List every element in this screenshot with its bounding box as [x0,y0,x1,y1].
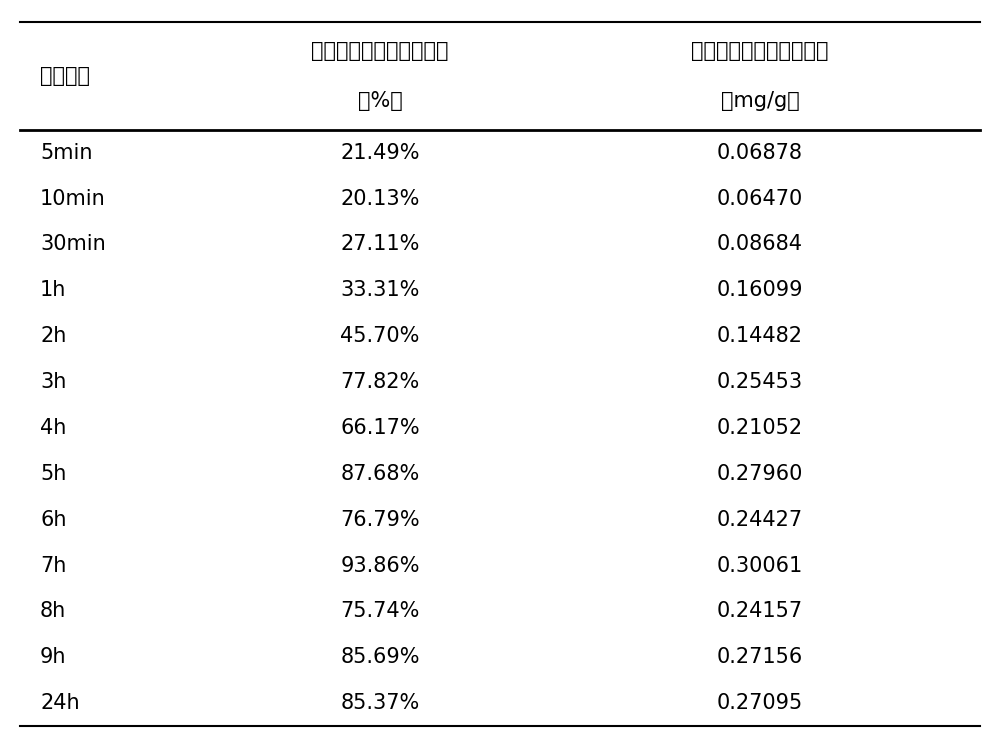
Text: 6h: 6h [40,510,66,530]
Text: 27.11%: 27.11% [340,234,420,254]
Text: 改性沸石球对氨氮去除率: 改性沸石球对氨氮去除率 [311,41,449,61]
Text: 0.30061: 0.30061 [717,556,803,576]
Text: 10min: 10min [40,188,106,208]
Text: 4h: 4h [40,418,66,438]
Text: 5min: 5min [40,142,92,162]
Text: 87.68%: 87.68% [340,464,420,484]
Text: 0.14482: 0.14482 [717,326,803,346]
Text: 0.21052: 0.21052 [717,418,803,438]
Text: 0.08684: 0.08684 [717,234,803,254]
Text: 21.49%: 21.49% [340,142,420,162]
Text: 0.25453: 0.25453 [717,372,803,392]
Text: 3h: 3h [40,372,66,392]
Text: （%）: （%） [358,91,402,111]
Text: 24h: 24h [40,694,80,714]
Text: 85.69%: 85.69% [340,648,420,668]
Text: 66.17%: 66.17% [340,418,420,438]
Text: 85.37%: 85.37% [340,694,420,714]
Text: 93.86%: 93.86% [340,556,420,576]
Text: 0.16099: 0.16099 [717,280,803,300]
Text: 5h: 5h [40,464,66,484]
Text: 0.27156: 0.27156 [717,648,803,668]
Text: 0.06470: 0.06470 [717,188,803,208]
Text: 33.31%: 33.31% [340,280,420,300]
Text: 20.13%: 20.13% [340,188,420,208]
Text: 0.06878: 0.06878 [717,142,803,162]
Text: 0.24427: 0.24427 [717,510,803,530]
Text: 8h: 8h [40,602,66,622]
Text: 7h: 7h [40,556,66,576]
Text: 45.70%: 45.70% [340,326,420,346]
Text: 0.24157: 0.24157 [717,602,803,622]
Text: 77.82%: 77.82% [340,372,420,392]
Text: 改性沸石球对氨氮吸附量: 改性沸石球对氨氮吸附量 [691,41,829,61]
Text: 0.27095: 0.27095 [717,694,803,714]
Text: 75.74%: 75.74% [340,602,420,622]
Text: （mg/g）: （mg/g） [721,91,799,111]
Text: 76.79%: 76.79% [340,510,420,530]
Text: 9h: 9h [40,648,66,668]
Text: 0.27960: 0.27960 [717,464,803,484]
Text: 2h: 2h [40,326,66,346]
Text: 30min: 30min [40,234,106,254]
Text: 1h: 1h [40,280,66,300]
Text: 吸附时间: 吸附时间 [40,66,90,86]
